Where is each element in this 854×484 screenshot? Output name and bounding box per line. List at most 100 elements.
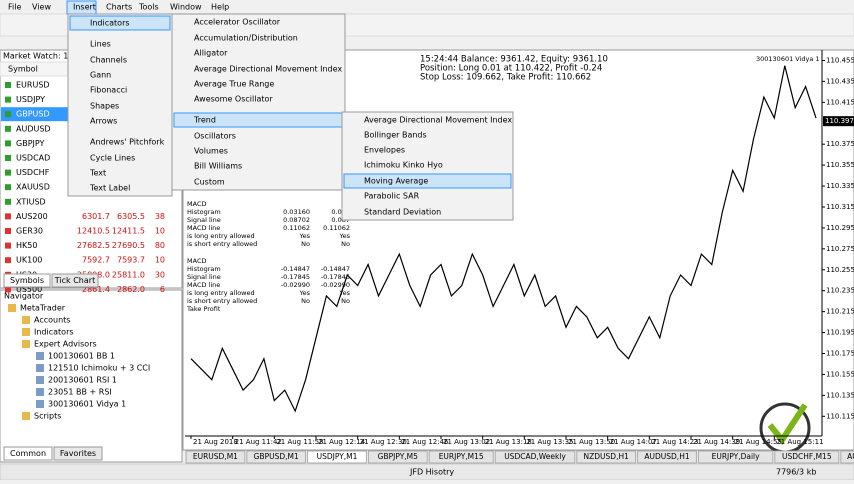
tree-item[interactable]: 300130601 Vidya 1 bbox=[48, 400, 126, 409]
menu-item[interactable]: Shapes bbox=[90, 102, 119, 111]
chart-tab[interactable] bbox=[246, 450, 307, 464]
menu-item[interactable]: Arrows bbox=[90, 117, 117, 126]
menu-item[interactable]: View bbox=[32, 3, 51, 12]
symbol[interactable]: AUDUSD bbox=[16, 124, 51, 133]
symbol[interactable]: AUS200 bbox=[16, 212, 48, 221]
x-tick-label: 21 Aug 12:30 bbox=[360, 438, 407, 446]
menu-item[interactable]: Trend bbox=[193, 116, 216, 125]
menu-item[interactable]: Gann bbox=[90, 71, 111, 80]
x-tick-label: 21 Aug 13:35 bbox=[526, 438, 573, 446]
chart-tab-label[interactable]: USDCAD,Weekly bbox=[504, 452, 566, 461]
tree-item[interactable]: 23051 BB + RSI bbox=[48, 388, 112, 397]
tree-item[interactable]: Expert Advisors bbox=[34, 340, 97, 349]
menu-item[interactable]: Tools bbox=[138, 3, 159, 12]
symbol[interactable]: UK100 bbox=[16, 256, 42, 265]
menu-item[interactable]: Charts bbox=[106, 3, 132, 12]
menu-item[interactable]: Volumes bbox=[194, 147, 228, 156]
menu-item[interactable]: Accelerator Oscillator bbox=[194, 18, 281, 27]
menu-item[interactable]: Accumulation/Distribution bbox=[194, 34, 298, 43]
menu-item[interactable]: File bbox=[8, 3, 21, 12]
tree-item[interactable]: 100130601 BB 1 bbox=[48, 352, 115, 361]
tab-label[interactable]: Symbols bbox=[10, 276, 44, 285]
chart-tab[interactable] bbox=[840, 450, 854, 464]
menu-item[interactable]: Average True Range bbox=[194, 80, 274, 89]
chart-tab-label[interactable]: AUDNZD,H bbox=[847, 452, 854, 461]
chart-tab[interactable] bbox=[367, 450, 428, 464]
tab[interactable] bbox=[3, 273, 51, 288]
menu-item[interactable]: Standard Deviation bbox=[364, 208, 441, 217]
chart-tab-label[interactable]: EURJPY,M15 bbox=[439, 452, 484, 461]
status-text: 7796/3 kb bbox=[776, 468, 816, 477]
chart-tab[interactable] bbox=[185, 450, 246, 464]
chart-tab-label[interactable]: EURJPY,Daily bbox=[712, 452, 761, 461]
chart-tab[interactable] bbox=[774, 450, 840, 464]
menu-item[interactable]: Indicators bbox=[90, 19, 130, 28]
menu-item[interactable]: Fibonacci bbox=[90, 86, 127, 95]
menu-item[interactable]: Awesome Oscillator bbox=[194, 95, 273, 104]
symbol[interactable]: USDCHF bbox=[16, 168, 50, 177]
y-tick-label: 110.215 bbox=[826, 308, 854, 316]
chart-tab[interactable] bbox=[307, 450, 367, 464]
chart-tab[interactable] bbox=[494, 450, 576, 464]
menu-item[interactable]: Custom bbox=[194, 178, 225, 187]
symbol[interactable]: USDCAD bbox=[16, 154, 50, 163]
chart-tab[interactable] bbox=[697, 450, 774, 464]
chart-tab-label[interactable]: NZDUSD,H1 bbox=[584, 452, 630, 461]
chart-tab[interactable] bbox=[576, 450, 637, 464]
symbol[interactable]: EURUSD bbox=[16, 81, 50, 90]
menu-item[interactable]: Envelopes bbox=[364, 146, 405, 155]
indicator-text: MACD bbox=[187, 200, 206, 208]
tab-label[interactable]: Common bbox=[10, 449, 46, 458]
tab[interactable] bbox=[53, 446, 103, 461]
tree-item[interactable]: Scripts bbox=[34, 412, 61, 421]
menu-item[interactable]: Average Directional Movement Index bbox=[364, 116, 512, 125]
symbol[interactable]: XAUUSD bbox=[16, 183, 50, 192]
menu-item[interactable]: Insert bbox=[73, 3, 96, 12]
menu-item[interactable]: Cycle Lines bbox=[90, 154, 135, 163]
chart-tab[interactable] bbox=[428, 450, 494, 464]
menu-item[interactable]: Oscillators bbox=[194, 132, 236, 141]
menu-item[interactable]: Alligator bbox=[194, 49, 228, 58]
menu-item[interactable]: Channels bbox=[90, 56, 127, 65]
menu-item[interactable]: Help bbox=[211, 3, 229, 12]
symbol[interactable]: GER30 bbox=[16, 227, 43, 236]
chart-tab-label[interactable]: GBPUSD,M1 bbox=[254, 452, 299, 461]
menu-item[interactable]: Bill Williams bbox=[194, 162, 242, 171]
tree-item[interactable]: 121510 Ichimoku + 3 CCI bbox=[48, 364, 150, 373]
symbol[interactable]: USDJPY bbox=[16, 95, 45, 104]
menu-item[interactable]: Andrews' Pitchfork bbox=[90, 138, 165, 147]
tree-item[interactable]: Accounts bbox=[34, 316, 70, 325]
menu-item[interactable]: Ichimoku Kinko Hyo bbox=[364, 161, 443, 170]
chart-tab-label[interactable]: USDCHF,M15 bbox=[782, 452, 832, 461]
tree-item[interactable]: 200130601 RSI 1 bbox=[48, 376, 117, 385]
symbol[interactable]: XTIUSD bbox=[16, 197, 46, 206]
menu-panel bbox=[171, 13, 346, 191]
tab-label[interactable]: Tick Chart bbox=[54, 276, 95, 285]
menu-item[interactable]: Parabolic SAR bbox=[364, 192, 420, 201]
tree-item[interactable]: MetaTrader bbox=[20, 304, 66, 313]
menu-item[interactable]: Bollinger Bands bbox=[364, 131, 427, 140]
chart-tab-label[interactable]: GBPJPY,M5 bbox=[378, 452, 418, 461]
menu-item[interactable]: Average Directional Movement Index bbox=[194, 65, 342, 74]
tree-item[interactable]: Indicators bbox=[34, 328, 74, 337]
symbol[interactable]: GBPUSD bbox=[16, 110, 50, 119]
tab[interactable] bbox=[3, 446, 53, 461]
indicator-text: 0.087 bbox=[331, 216, 350, 224]
chart-tab-label[interactable]: USDJPY,M1 bbox=[317, 452, 358, 461]
chart-tab-label[interactable]: AUDUSD,H1 bbox=[644, 452, 689, 461]
symbol[interactable]: US500 bbox=[16, 285, 42, 294]
menu-item[interactable]: Text bbox=[89, 169, 106, 178]
tab-label[interactable]: Favorites bbox=[60, 449, 96, 458]
chart-tab[interactable] bbox=[637, 450, 697, 464]
tab[interactable] bbox=[51, 273, 99, 288]
menu-item[interactable]: Moving Average bbox=[364, 177, 428, 186]
menu-item[interactable]: Text Label bbox=[89, 184, 130, 193]
chart-tab-label[interactable]: EURUSD,M1 bbox=[193, 452, 238, 461]
x-tick-label: 21 Aug 12:14 bbox=[318, 438, 366, 446]
menu-item[interactable]: Window bbox=[170, 3, 202, 12]
y-tick-label: 110.375 bbox=[826, 140, 854, 148]
symbol[interactable]: HK50 bbox=[16, 241, 37, 250]
menu-item[interactable]: Lines bbox=[90, 40, 111, 49]
symbol[interactable]: GBPJPY bbox=[16, 139, 45, 148]
x-tick-label: 21 Aug 14:07 bbox=[610, 438, 657, 446]
